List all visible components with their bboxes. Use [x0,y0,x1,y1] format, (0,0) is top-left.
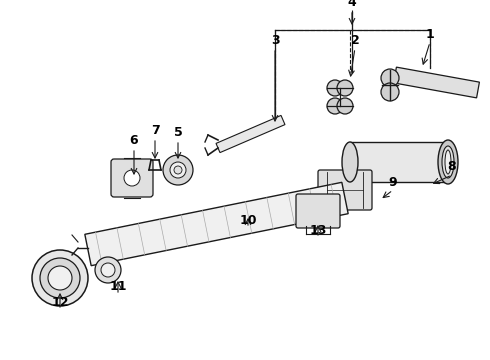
Text: 1: 1 [426,27,434,40]
Circle shape [327,98,343,114]
Ellipse shape [438,140,458,184]
Polygon shape [85,182,348,266]
Ellipse shape [445,150,451,174]
Text: 8: 8 [448,161,456,174]
Circle shape [337,98,353,114]
Text: 11: 11 [109,280,127,293]
FancyBboxPatch shape [296,194,340,228]
Ellipse shape [170,162,186,178]
Polygon shape [393,67,479,98]
Text: 13: 13 [309,224,327,237]
Ellipse shape [95,257,121,283]
Circle shape [381,83,399,101]
Circle shape [337,80,353,96]
Text: 3: 3 [270,33,279,46]
FancyBboxPatch shape [318,170,372,210]
Text: 12: 12 [51,296,69,309]
Ellipse shape [40,258,80,298]
Ellipse shape [163,155,193,185]
Circle shape [327,80,343,96]
Text: 9: 9 [389,175,397,189]
Ellipse shape [442,146,454,178]
Text: 5: 5 [173,126,182,139]
Circle shape [124,170,140,186]
Ellipse shape [174,166,182,174]
Ellipse shape [342,142,358,182]
FancyBboxPatch shape [111,159,153,197]
Ellipse shape [48,266,72,290]
Text: 4: 4 [347,0,356,9]
Polygon shape [216,116,285,153]
Text: 7: 7 [150,123,159,136]
Circle shape [381,69,399,87]
Text: 2: 2 [351,33,359,46]
Bar [350,142,448,182]
Ellipse shape [101,263,115,277]
Text: 6: 6 [130,134,138,147]
Ellipse shape [32,250,88,306]
Text: 10: 10 [239,213,257,226]
